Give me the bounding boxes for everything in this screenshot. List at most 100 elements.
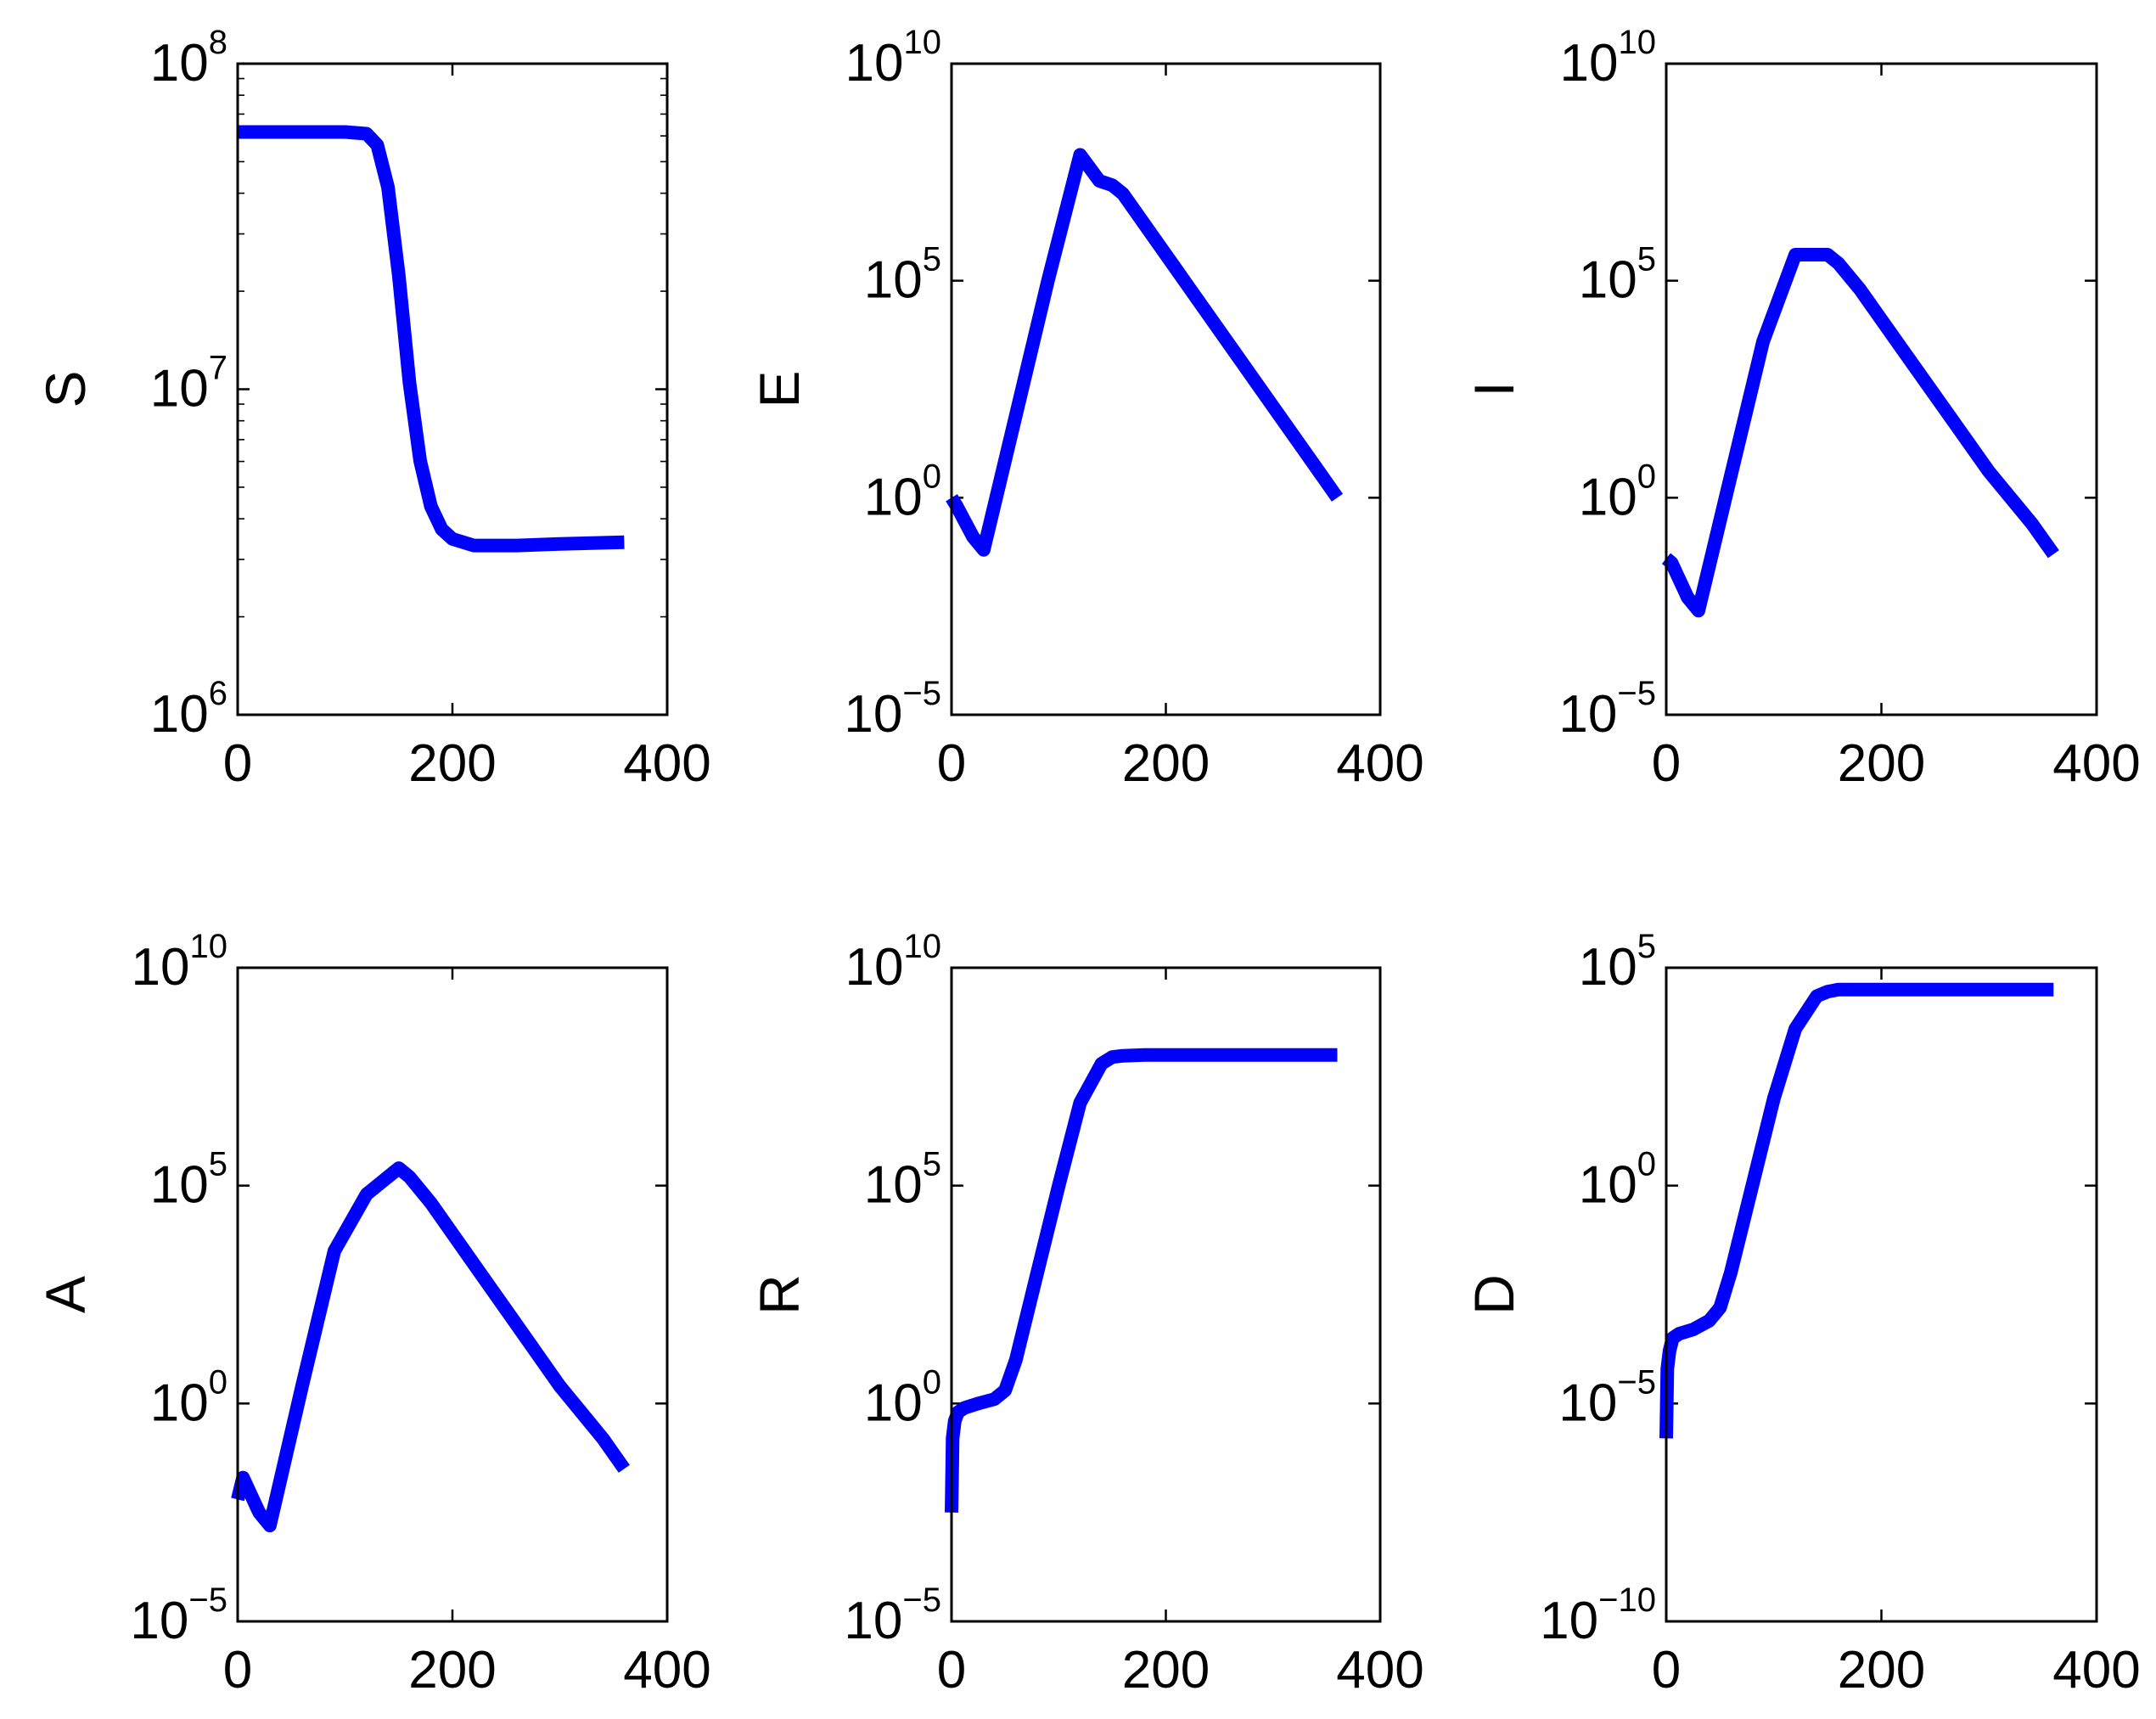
y-tick-base: 10 <box>1579 938 1637 997</box>
y-tick-label: 1010 <box>1560 24 1656 93</box>
series-line <box>231 1161 630 1533</box>
x-tick-label: 0 <box>1652 734 1681 793</box>
y-tick-base: 10 <box>150 1156 209 1215</box>
y-tick-exponent: 0 <box>923 1363 941 1401</box>
y-tick-label: 105 <box>1579 928 1656 997</box>
y-tick-label: 1010 <box>845 928 941 997</box>
y-tick-exponent: −5 <box>1617 1363 1656 1401</box>
y-tick-exponent: 10 <box>904 928 942 965</box>
y-tick-label: 100 <box>1579 1146 1656 1215</box>
axes-frame <box>1665 62 2098 716</box>
y-tick-exponent: 8 <box>209 24 227 61</box>
y-tick-exponent: 0 <box>1637 1146 1656 1183</box>
y-tick-exponent: 5 <box>923 241 941 278</box>
axes-frame <box>236 966 669 1623</box>
y-tick-base: 10 <box>130 1592 188 1650</box>
y-tick-base: 10 <box>1579 251 1637 310</box>
y-tick-label: 100 <box>150 1363 227 1432</box>
y-tick-exponent: 6 <box>209 675 227 712</box>
x-tick-label: 400 <box>2052 734 2140 793</box>
y-tick-base: 10 <box>150 685 209 744</box>
x-tick-label: 200 <box>1838 1641 1925 1699</box>
y-tick-label: 100 <box>1579 458 1656 526</box>
y-tick-exponent: 10 <box>1619 24 1657 61</box>
axes-frame <box>950 62 1382 716</box>
y-tick-label: 100 <box>864 1363 941 1432</box>
series-line <box>238 125 625 553</box>
y-tick-base: 10 <box>844 685 902 744</box>
y-tick-label: 10−5 <box>130 1581 227 1650</box>
y-tick-base: 10 <box>132 938 190 997</box>
x-tick-label: 0 <box>223 1641 252 1699</box>
x-tick-label: 400 <box>623 1641 710 1699</box>
y-tick-label: 105 <box>1579 241 1656 310</box>
y-tick-label: 105 <box>864 1146 941 1215</box>
axes-frame <box>236 62 669 716</box>
y-tick-base: 10 <box>150 34 209 93</box>
series-line <box>1659 982 2054 1439</box>
y-tick-exponent: −10 <box>1598 1581 1656 1619</box>
y-tick-label: 10−10 <box>1540 1581 1656 1650</box>
y-tick-label: 108 <box>150 24 227 93</box>
y-tick-exponent: 7 <box>209 350 227 387</box>
y-tick-exponent: 0 <box>923 458 941 495</box>
y-tick-label: 10−5 <box>1558 1363 1656 1432</box>
series-line <box>1661 248 2059 618</box>
y-tick-base: 10 <box>1558 1374 1617 1432</box>
y-axis-label: E <box>748 370 811 407</box>
y-tick-base: 10 <box>1540 1592 1598 1650</box>
series-line <box>945 1048 1338 1513</box>
y-tick-exponent: 0 <box>1637 458 1656 495</box>
x-tick-label: 200 <box>1838 734 1925 793</box>
y-axis-label: I <box>1463 381 1525 396</box>
y-tick-exponent: 0 <box>209 1363 227 1401</box>
y-tick-exponent: −5 <box>188 1581 227 1619</box>
y-tick-label: 10−5 <box>844 1581 941 1650</box>
y-tick-label: 106 <box>150 675 227 744</box>
y-tick-label: 1010 <box>132 928 227 997</box>
axes-frame <box>1665 966 2098 1623</box>
y-tick-exponent: 5 <box>1637 928 1656 965</box>
y-tick-base: 10 <box>1579 1156 1637 1215</box>
y-tick-base: 10 <box>150 360 209 419</box>
y-tick-base: 10 <box>1558 685 1617 744</box>
x-tick-label: 200 <box>1122 1641 1210 1699</box>
x-tick-label: 200 <box>1122 734 1210 793</box>
axes-frame <box>950 966 1382 1623</box>
x-tick-label: 400 <box>2052 1641 2140 1699</box>
y-tick-base: 10 <box>864 1374 923 1432</box>
y-tick-base: 10 <box>845 938 904 997</box>
x-tick-label: 0 <box>937 1641 966 1699</box>
y-tick-label: 10−5 <box>1558 675 1656 744</box>
y-tick-base: 10 <box>1579 468 1637 526</box>
x-tick-label: 0 <box>1652 1641 1681 1699</box>
x-tick-label: 400 <box>1336 1641 1423 1699</box>
x-tick-label: 200 <box>408 1641 496 1699</box>
y-tick-base: 10 <box>844 1592 902 1650</box>
y-tick-base: 10 <box>864 468 923 526</box>
y-tick-label: 1010 <box>845 24 941 93</box>
y-axis-label: S <box>34 370 97 407</box>
y-tick-exponent: 5 <box>923 1146 941 1183</box>
y-tick-base: 10 <box>845 34 904 93</box>
y-axis-label: R <box>748 1274 811 1315</box>
y-tick-label: 105 <box>864 241 941 310</box>
y-tick-exponent: −5 <box>902 675 941 712</box>
x-tick-label: 400 <box>623 734 710 793</box>
y-tick-exponent: 5 <box>209 1146 227 1183</box>
y-tick-exponent: 10 <box>190 928 228 965</box>
y-tick-exponent: −5 <box>1617 675 1656 712</box>
y-tick-base: 10 <box>864 251 923 310</box>
y-tick-exponent: 10 <box>904 24 942 61</box>
x-tick-label: 400 <box>1336 734 1423 793</box>
x-tick-label: 0 <box>223 734 252 793</box>
y-tick-exponent: 5 <box>1637 241 1656 278</box>
series-line <box>946 148 1344 557</box>
